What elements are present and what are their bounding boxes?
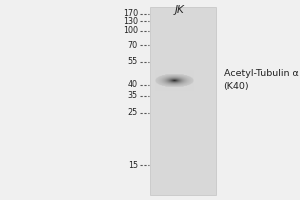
- Text: 15: 15: [128, 160, 138, 170]
- Text: 170: 170: [123, 9, 138, 19]
- Text: 70: 70: [128, 41, 138, 50]
- Text: 100: 100: [123, 26, 138, 35]
- Text: Acetyl-Tubulin α
(K40): Acetyl-Tubulin α (K40): [224, 69, 298, 91]
- Text: 35: 35: [128, 91, 138, 100]
- Text: 40: 40: [128, 80, 138, 89]
- Text: JK: JK: [175, 5, 185, 15]
- Text: 55: 55: [128, 57, 138, 66]
- Bar: [150, 7, 216, 195]
- Text: 25: 25: [128, 108, 138, 117]
- Text: 130: 130: [123, 17, 138, 26]
